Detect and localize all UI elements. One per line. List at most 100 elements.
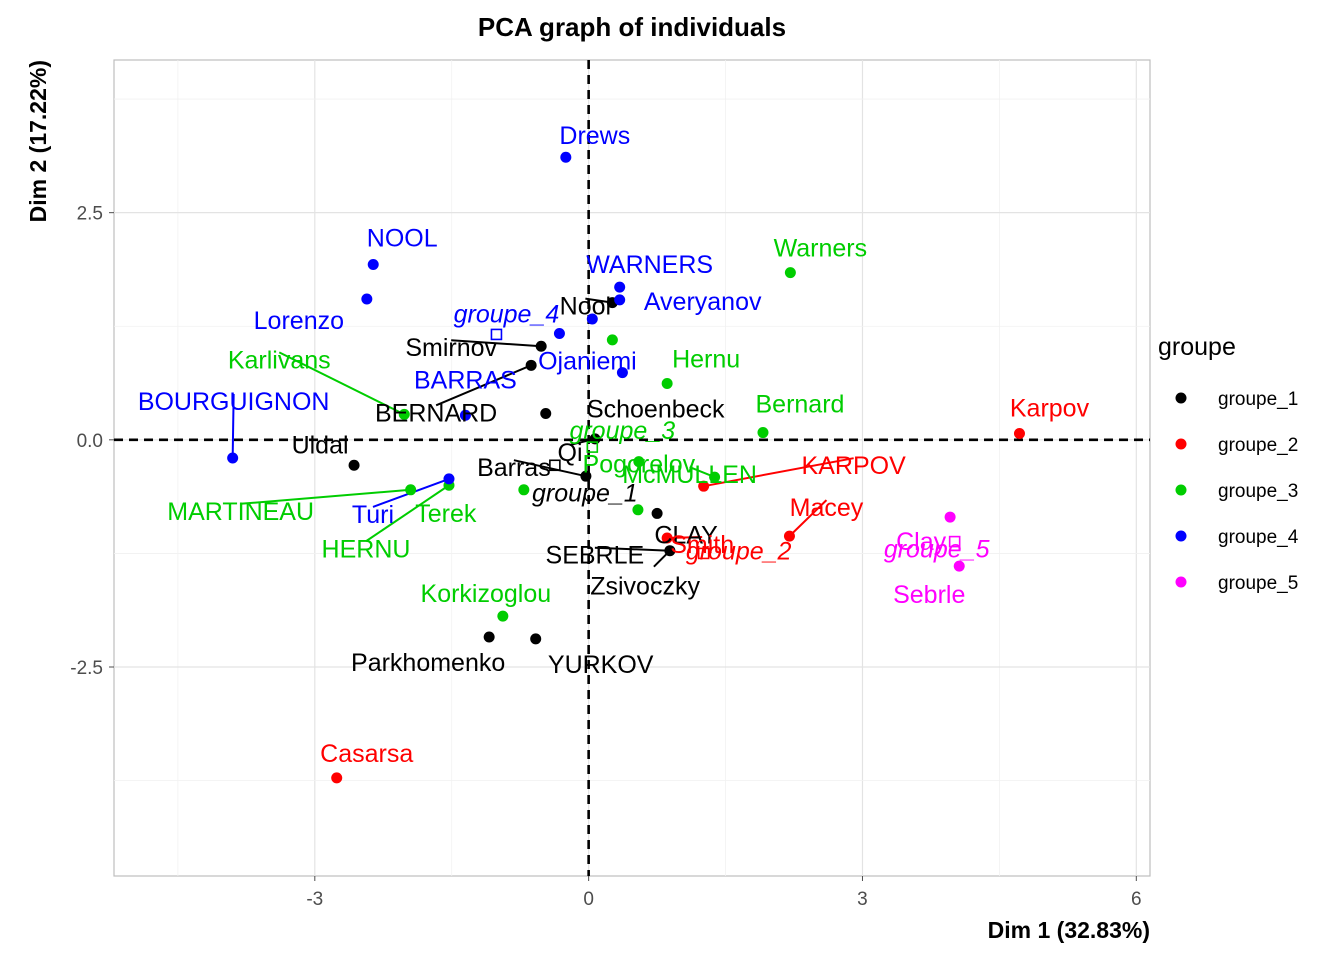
point-terek bbox=[518, 484, 530, 496]
point-martineau-leader bbox=[240, 488, 411, 505]
point-zsivoczky-4 bbox=[553, 328, 565, 340]
point-bernard-label: BERNARD bbox=[375, 399, 497, 427]
point-karlivans-label: Karlivans bbox=[228, 346, 331, 374]
point-nool-label: NOOL bbox=[367, 224, 438, 252]
point-ojaniemi bbox=[616, 367, 628, 379]
point-korkizoglou bbox=[497, 610, 509, 622]
point-karpov bbox=[1013, 427, 1025, 439]
point-schoenbeck bbox=[540, 407, 552, 419]
point-sebrle-3 bbox=[632, 504, 644, 516]
point-parkhomenko bbox=[483, 631, 495, 643]
point-barras bbox=[459, 409, 471, 421]
point-barras-label: Barras bbox=[477, 454, 551, 482]
point-hernu-label: Hernu bbox=[672, 345, 740, 373]
centroid-groupe-3-marker bbox=[586, 441, 599, 453]
point-hernu bbox=[661, 377, 673, 389]
legend-label-groupe-3: groupe_3 bbox=[1218, 481, 1298, 502]
axis-ticks: -3 0 3 6 -2.5 0.0 2.5 bbox=[70, 204, 1141, 910]
point-schoenbeck-label: Schoenbeck bbox=[587, 395, 725, 423]
point-bourguignon-label: BOURGUIGNON bbox=[138, 388, 330, 416]
x-tick-label: 0 bbox=[583, 889, 594, 910]
centroid-groupe-2-marker bbox=[697, 547, 710, 560]
point-bernard-leader bbox=[435, 364, 532, 407]
point-smirnov-leader bbox=[451, 339, 542, 348]
legend-title: groupe bbox=[1158, 333, 1236, 361]
point-karlivans bbox=[398, 408, 410, 420]
point-barras-label: BARRAS bbox=[414, 366, 517, 394]
point-warners bbox=[784, 267, 796, 279]
point-warners-label: Warners bbox=[774, 235, 868, 263]
point-yurkov bbox=[530, 633, 542, 645]
point-macey bbox=[783, 530, 795, 542]
point-averyanov-label: Averyanov bbox=[644, 288, 762, 316]
centroid-groupe-3-label: groupe_3 bbox=[569, 417, 675, 445]
centroid-groupe-2-label: groupe_2 bbox=[686, 537, 792, 565]
point-nool-label: Nool bbox=[560, 293, 611, 321]
y-tick-label: -2.5 bbox=[70, 658, 103, 679]
point-mcmullen bbox=[709, 471, 721, 483]
centroid-groupe-1-marker bbox=[549, 459, 561, 472]
point-qi-3 bbox=[606, 334, 618, 346]
grid-lines bbox=[114, 60, 1150, 876]
point-smith-label: Smith bbox=[670, 531, 734, 559]
point-smith bbox=[661, 532, 673, 544]
y-axis-title: Dim 2 (17.22%) bbox=[25, 60, 51, 222]
point-karpov-leader bbox=[703, 457, 854, 488]
point-bourguignon bbox=[227, 452, 239, 464]
point-bernard bbox=[757, 427, 769, 439]
point-terek-label: Terek bbox=[415, 500, 477, 528]
point-uldal-label: Uldal bbox=[292, 431, 349, 459]
point-karlivans-leader bbox=[278, 351, 405, 416]
point-korkizoglou-label: Korkizoglou bbox=[421, 580, 552, 608]
legend-key-groupe-1 bbox=[1175, 392, 1187, 404]
point-hernu-label: HERNU bbox=[322, 535, 411, 563]
centroid-groupe-5-label: groupe_5 bbox=[884, 536, 990, 564]
legend-key-groupe-2 bbox=[1175, 438, 1187, 450]
point-bourguignon-leader bbox=[231, 393, 235, 459]
point-bernard bbox=[525, 359, 537, 371]
point-sebrle-label: Sebrle bbox=[893, 581, 965, 609]
point-nool bbox=[367, 258, 379, 270]
point-turi-label: Turi bbox=[352, 501, 394, 529]
legend-label-groupe-1: groupe_1 bbox=[1218, 389, 1298, 410]
point-casarsa bbox=[331, 772, 343, 784]
point-sebrle-leader bbox=[594, 546, 670, 552]
point-sebrle bbox=[953, 560, 965, 572]
point-smirnov-label: Smirnov bbox=[405, 334, 497, 362]
point-sebrle bbox=[664, 545, 676, 557]
point-ojaniemi-label: Ojaniemi bbox=[538, 348, 637, 376]
point-pogorelov bbox=[633, 456, 645, 468]
point-lorenzo bbox=[361, 293, 373, 305]
point-smith-leader bbox=[667, 535, 703, 539]
point-karpov-label: Karpov bbox=[1010, 394, 1090, 422]
point-zsivoczky-label: Zsivoczky bbox=[590, 572, 700, 600]
point-clay-label: Clay bbox=[896, 528, 947, 556]
x-tick-label: -3 bbox=[306, 889, 323, 910]
point-clay bbox=[651, 507, 663, 519]
point-macey-label: Macey bbox=[790, 494, 864, 522]
point-qi-label: Qi bbox=[558, 439, 583, 467]
point-drews-label: Drews bbox=[559, 122, 630, 150]
point-nool-4 bbox=[586, 313, 598, 325]
point-martineau bbox=[405, 484, 417, 496]
point-hernu-leader bbox=[365, 484, 450, 543]
legend-label-groupe-5: groupe_5 bbox=[1218, 573, 1298, 594]
point-smirnov bbox=[535, 340, 547, 352]
chart-title: PCA graph of individuals bbox=[478, 12, 786, 42]
centroid-groupe-4-marker bbox=[490, 328, 503, 341]
x-tick-label: 3 bbox=[857, 889, 868, 910]
point-bernard-label: Bernard bbox=[756, 391, 845, 419]
point-parkhomenko-label: Parkhomenko bbox=[351, 649, 505, 677]
legend-key-groupe-5 bbox=[1175, 576, 1187, 588]
point-casarsa-label: Casarsa bbox=[320, 740, 413, 768]
point-pogorelov-label: Pogorelov bbox=[583, 451, 696, 479]
legend-key-groupe-4 bbox=[1175, 530, 1187, 542]
centroid-groupe-1-label: groupe_1 bbox=[532, 479, 638, 507]
point-turi bbox=[443, 473, 455, 485]
legend: groupe groupe_1 groupe_2 groupe_3 groupe_4g… bbox=[1158, 333, 1299, 594]
point-warners-label: WARNERS bbox=[586, 251, 713, 279]
x-axis-title: Dim 1 (32.83%) bbox=[988, 917, 1150, 943]
data-points bbox=[227, 151, 1025, 784]
